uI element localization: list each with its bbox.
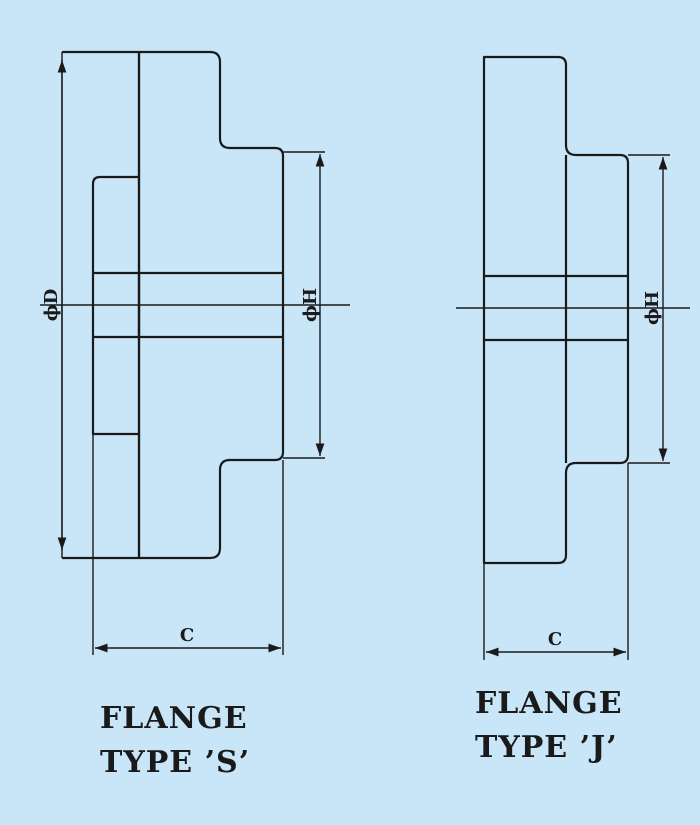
flange-j-caption-line2: TYPE ’J’ (475, 730, 618, 765)
flange-s-figure: ϕD ϕH C (40, 50, 350, 655)
flange-s-spigot (91, 175, 139, 436)
flange-j-length-label: C (548, 629, 562, 650)
flange-j-body-outline (482, 55, 630, 565)
flange-s-caption: FLANGE TYPE ’S’ (100, 697, 250, 785)
flange-s-body-outline (137, 50, 285, 560)
flange-s-hub-label: ϕH (300, 288, 321, 322)
flange-s-plate (62, 50, 139, 560)
flange-j-figure: ϕH C (456, 55, 690, 660)
flange-j-caption-line1: FLANGE (475, 686, 623, 721)
flange-s-length-label: C (180, 625, 194, 646)
flange-j-hub-label: ϕH (642, 291, 663, 325)
flange-s-od-label: ϕD (41, 289, 62, 322)
flange-s-caption-line2: TYPE ’S’ (100, 745, 251, 780)
flange-s-caption-line1: FLANGE (100, 701, 248, 736)
flange-j-caption: FLANGE TYPE ’J’ (475, 682, 623, 770)
flange-j-bore (484, 274, 628, 342)
